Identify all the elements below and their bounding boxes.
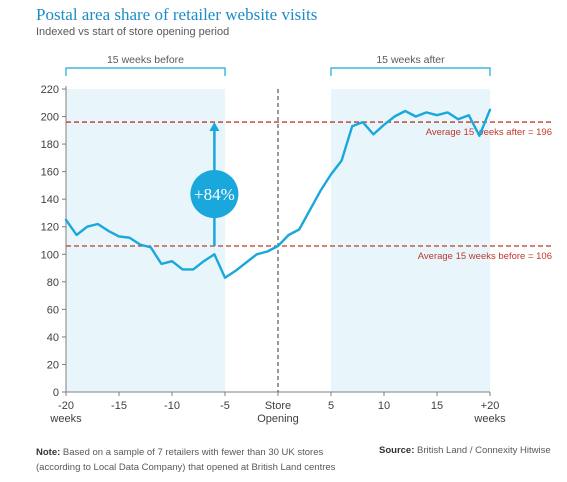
average-label-0: Average 15 weeks after = 196 [426, 127, 552, 138]
y-tick-label: 220 [41, 84, 59, 96]
y-tick-label: 160 [41, 167, 59, 179]
x-tick-label-sub: weeks [49, 413, 82, 425]
series-line-0 [64, 108, 492, 279]
x-tick-label: 5 [328, 400, 334, 412]
footnote: Note: Based on a sample of 7 retailers w… [36, 445, 335, 475]
increase-arrow-head [209, 122, 220, 132]
period-bracket-1 [330, 67, 491, 76]
y-tick-label: 80 [47, 277, 59, 289]
x-tick-label: -20 [58, 400, 74, 412]
period-shade-1 [331, 89, 490, 392]
y-tick-label: 200 [41, 112, 59, 124]
average-label-1: Average 15 weeks before = 106 [418, 251, 552, 262]
x-tick-label: -15 [111, 400, 127, 412]
x-tick-label: -5 [220, 400, 230, 412]
y-tick-label: 180 [41, 139, 59, 151]
x-tick-label: 15 [431, 400, 443, 412]
x-tick-label: 10 [378, 400, 390, 412]
period-bracket-0 [65, 67, 226, 76]
source-credit: Source: British Land / Connexity Hitwise [379, 445, 551, 456]
period-label-1: 15 weeks after [376, 54, 445, 66]
x-tick-label-sub: weeks [473, 413, 506, 425]
increase-badge [190, 170, 239, 219]
increase-badge-label: +84% [194, 185, 235, 204]
footnote-line-2: (according to Local Data Company) that o… [36, 462, 336, 473]
y-tick-label: 120 [41, 222, 59, 234]
y-tick-label: 140 [41, 194, 59, 206]
source-text: British Land / Connexity Hitwise [414, 445, 551, 456]
y-tick-label: 40 [47, 332, 59, 344]
chart-title: Postal area share of retailer website vi… [36, 5, 318, 24]
y-tick-label: 20 [47, 359, 59, 371]
website-visits-chart: 15 weeks before 15 weeks after 0 20 40 60 80 10… [41, 54, 553, 425]
y-tick-label: 100 [41, 249, 59, 261]
chart-subtitle: Indexed vs start of store opening period [36, 26, 230, 38]
x-tick-label: -10 [164, 400, 180, 412]
source-label: Source: [379, 445, 415, 456]
footnote-line-1: Note: Based on a sample of 7 retailers w… [36, 445, 335, 460]
period-shade-0 [66, 89, 225, 392]
note-label: Note: [36, 447, 61, 458]
period-label-0: 15 weeks before [107, 54, 184, 66]
x-tick-label-sub: Opening [257, 413, 299, 425]
x-tick-label: +20 [481, 400, 500, 412]
y-tick-label: 60 [47, 304, 59, 316]
y-tick-label: 0 [53, 387, 59, 399]
x-tick-label: Store [265, 400, 291, 412]
note-text: Based on a sample of 7 retailers with fe… [60, 447, 324, 458]
